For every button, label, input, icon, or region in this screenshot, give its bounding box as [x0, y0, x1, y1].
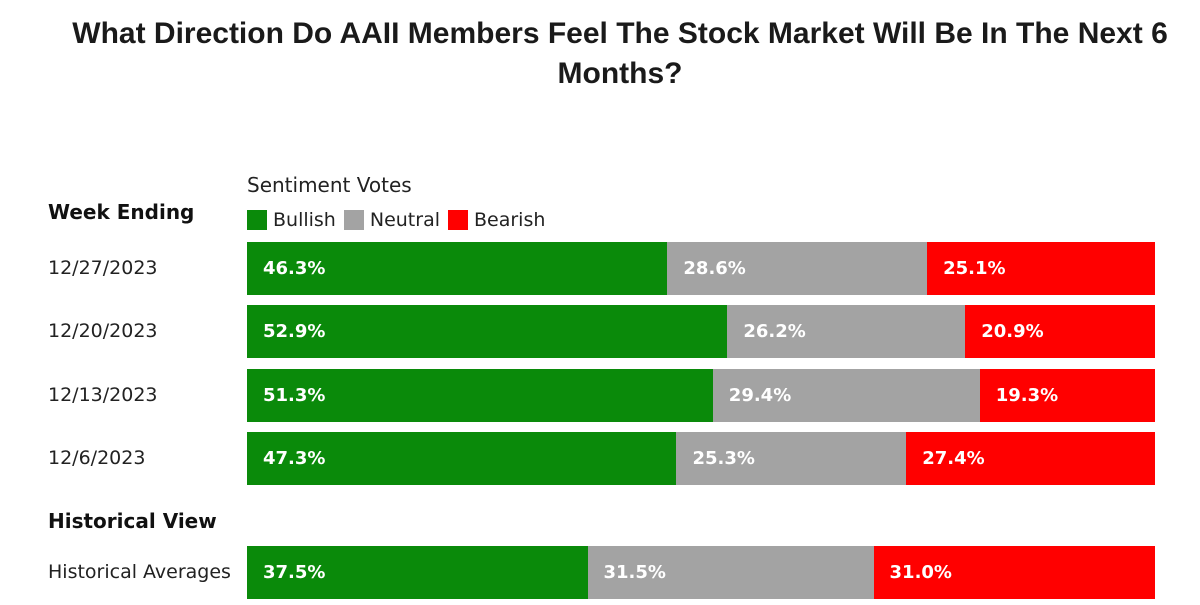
bar-segment-bearish: 27.4%: [906, 432, 1155, 485]
legend-item-bullish: Bullish: [247, 209, 336, 231]
bar-segment-bearish: 20.9%: [965, 305, 1155, 358]
bar-segment-neutral: 25.3%: [676, 432, 907, 485]
data-label: 51.3%: [263, 385, 326, 406]
legend-label-bullish: Bullish: [273, 209, 336, 231]
legend-swatch-bullish: [247, 210, 267, 230]
row-label: 12/27/2023: [48, 257, 158, 279]
data-label: 27.4%: [922, 448, 985, 469]
data-label: 47.3%: [263, 448, 326, 469]
legend-swatch-neutral: [343, 210, 364, 230]
legend-title: Sentiment Votes: [247, 173, 412, 197]
data-label: 19.3%: [995, 385, 1059, 406]
bar-segment-bullish: 47.3%: [247, 432, 677, 485]
bar-segment-bearish: 19.3%: [979, 369, 1155, 422]
legend-swatch-bearish: [448, 210, 468, 230]
legend: Bullish Neutral Bearish: [247, 209, 553, 231]
legend-item-bearish: Bearish: [448, 209, 545, 231]
data-label: 52.9%: [263, 321, 326, 342]
row-label: 12/13/2023: [48, 384, 158, 406]
stacked-bar: 52.9% 26.2% 20.9%: [247, 305, 1155, 358]
data-label: 29.4%: [728, 385, 792, 406]
week-ending-heading: Week Ending: [48, 200, 195, 224]
data-label: 28.6%: [683, 258, 746, 279]
data-label: 26.2%: [743, 321, 806, 342]
bar-segment-bearish: 25.1%: [927, 242, 1155, 295]
data-label: 37.5%: [263, 562, 326, 583]
legend-label-bearish: Bearish: [474, 209, 546, 231]
stacked-bar: 47.3% 25.3% 27.4%: [247, 432, 1155, 485]
data-label: 25.1%: [943, 258, 1006, 279]
legend-item-neutral: Neutral: [343, 209, 440, 231]
row-label: Historical Averages: [48, 561, 231, 583]
data-label: 25.3%: [692, 448, 755, 469]
bar-segment-neutral: 26.2%: [727, 305, 966, 358]
chart-title: What Direction Do AAII Members Feel The …: [72, 17, 1168, 90]
bar-segment-neutral: 29.4%: [712, 369, 980, 422]
legend-label-neutral: Neutral: [369, 209, 440, 231]
stacked-bar: 46.3% 28.6% 25.1%: [247, 242, 1155, 295]
stacked-bar: 51.3% 29.4% 19.3%: [247, 369, 1155, 422]
stacked-bar: 37.5% 31.5% 31.0%: [247, 546, 1155, 599]
bar-segment-neutral: 28.6%: [667, 242, 928, 295]
data-label: 31.5%: [603, 562, 666, 583]
data-label: 46.3%: [263, 258, 326, 279]
row-label: 12/20/2023: [48, 320, 158, 342]
bar-segment-bearish: 31.0%: [873, 546, 1155, 599]
historical-view-heading: Historical View: [48, 509, 217, 533]
data-label: 31.0%: [889, 562, 952, 583]
bar-segment-neutral: 31.5%: [587, 546, 874, 599]
bar-segment-bullish: 37.5%: [247, 546, 588, 599]
bar-segment-bullish: 52.9%: [247, 305, 728, 358]
bar-segment-bullish: 51.3%: [247, 369, 713, 422]
row-label: 12/6/2023: [48, 447, 146, 469]
data-label: 20.9%: [981, 321, 1044, 342]
bar-segment-bullish: 46.3%: [247, 242, 668, 295]
